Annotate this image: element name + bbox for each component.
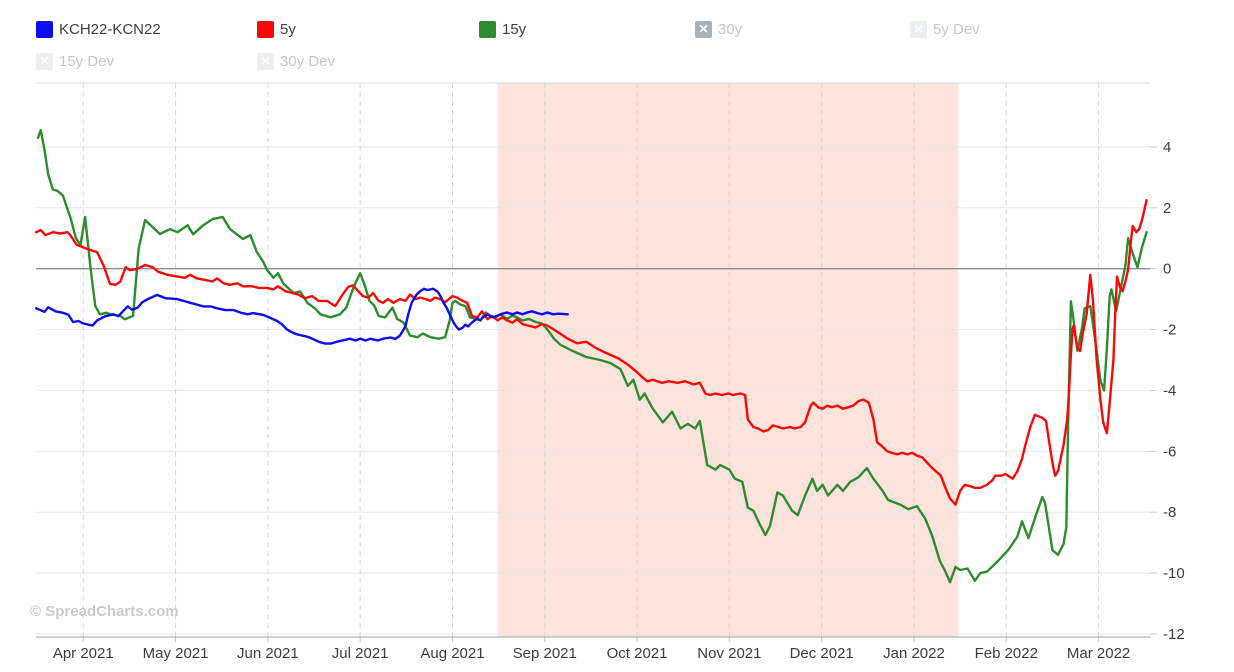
y-axis-tick-label: -8 — [1163, 504, 1176, 521]
series-line-KCH22-KCN22 — [35, 287, 569, 345]
legend-item-15y-dev[interactable]: ✕ 15y Dev — [36, 52, 114, 70]
y-axis-tick-label: -2 — [1163, 322, 1176, 339]
legend-label: 30y — [718, 20, 743, 38]
legend-label: KCH22-KCN22 — [59, 20, 161, 38]
excluded-x-checkbox-icon: ✕ — [910, 20, 927, 38]
legend-item-15y[interactable]: 15y — [479, 20, 526, 38]
legend-item-kch22-kcn22[interactable]: KCH22-KCN22 — [36, 20, 161, 38]
series-color-swatch — [36, 20, 53, 38]
series-line-15y — [36, 128, 1148, 584]
legend-item-30y[interactable]: ✕ 30y — [695, 20, 742, 38]
legend-label: 5y Dev — [933, 20, 980, 38]
legend-label: 15y — [502, 20, 527, 38]
series-color-swatch — [479, 20, 496, 38]
legend-item-30y-dev[interactable]: ✕ 30y Dev — [257, 52, 335, 70]
legend-label: 15y Dev — [59, 52, 115, 70]
excluded-x-checkbox-icon: ✕ — [695, 20, 712, 38]
legend-item-5y[interactable]: 5y — [257, 20, 296, 38]
x-axis-tick-label: Sep 2021 — [513, 645, 577, 662]
y-axis-tick-label: -10 — [1163, 565, 1185, 582]
x-axis-tick-label: Oct 2021 — [607, 645, 668, 662]
series-line-5y — [35, 198, 1148, 506]
excluded-x-checkbox-icon: ✕ — [36, 52, 53, 70]
x-axis-tick-label: May 2021 — [143, 645, 209, 662]
x-axis-tick-label: Nov 2021 — [697, 645, 761, 662]
series-color-swatch — [257, 20, 274, 38]
x-axis-tick-label: Dec 2021 — [790, 645, 854, 662]
x-axis-tick-label: Feb 2022 — [975, 645, 1038, 662]
x-axis-tick-label: Apr 2021 — [53, 645, 114, 662]
y-axis-tick-label: -4 — [1163, 382, 1176, 399]
legend-item-5y-dev[interactable]: ✕ 5y Dev — [910, 20, 980, 38]
x-axis-tick-label: Mar 2022 — [1067, 645, 1130, 662]
x-axis-tick-label: Aug 2021 — [420, 645, 484, 662]
highlight-band — [497, 83, 959, 637]
spreadcharts-watermark: © SpreadCharts.com — [30, 603, 179, 620]
y-axis-tick-label: -6 — [1163, 443, 1176, 460]
legend-label: 30y Dev — [280, 52, 336, 70]
y-axis-tick-label: 4 — [1163, 139, 1171, 156]
x-axis-tick-label: Jul 2021 — [332, 645, 389, 662]
x-axis-tick-label: Jan 2022 — [883, 645, 945, 662]
y-axis-tick-label: 2 — [1163, 200, 1171, 217]
y-axis-tick-label: -12 — [1163, 626, 1185, 643]
y-axis-tick-label: 0 — [1163, 261, 1171, 278]
excluded-x-checkbox-icon: ✕ — [257, 52, 274, 70]
x-axis-tick-label: Jun 2021 — [237, 645, 299, 662]
legend-label: 5y — [280, 20, 296, 38]
